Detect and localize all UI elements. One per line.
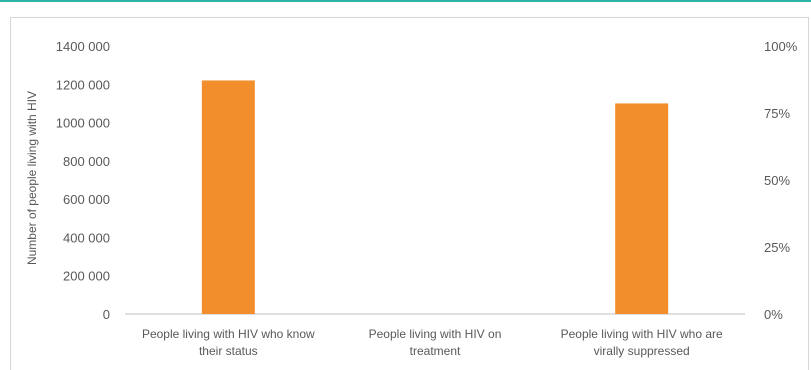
top-accent-rule (0, 0, 811, 2)
category-label-line: their status (199, 344, 258, 358)
bar (201, 80, 255, 314)
category-label: People living with HIV who are virally su… (561, 327, 723, 358)
y-tick-label: 600 000 (63, 192, 110, 207)
y2-tick-label: 50% (764, 173, 790, 188)
y-tick-label: 0 (103, 307, 110, 322)
y2-axis-ticks: 100% 75% 50% 25% 0% (764, 39, 798, 322)
y-tick-label: 1200 000 (56, 77, 110, 92)
category-label-line: People living with HIV who are (561, 327, 723, 341)
y-axis-ticks: 1400 000 1200 000 1000 000 800 000 600 000 40… (56, 39, 110, 322)
category-label-line: People living with HIV on (369, 327, 502, 341)
y-tick-label: 200 000 (63, 269, 110, 284)
y2-tick-label: 100% (764, 39, 798, 54)
y-tick-label: 400 000 (63, 230, 110, 245)
y2-tick-label: 0% (764, 307, 783, 322)
chart-panel (10, 17, 809, 370)
category-label-line: People living with HIV who know (142, 327, 315, 341)
y-tick-label: 1000 000 (56, 116, 110, 131)
y2-tick-label: 75% (764, 106, 790, 121)
category-label: People living with HIV on treatment (369, 327, 502, 358)
category-label: People living with HIV who know their sta… (142, 327, 315, 358)
y-tick-label: 800 000 (63, 154, 110, 169)
bars (201, 80, 669, 314)
y-axis-label: Number of people living with HIV (25, 91, 39, 265)
category-label-line: virally suppressed (594, 344, 690, 358)
y2-tick-label: 25% (764, 240, 790, 255)
y-tick-label: 1400 000 (56, 39, 110, 54)
category-labels: People living with HIV who know their sta… (142, 327, 723, 358)
category-label-line: treatment (410, 344, 461, 358)
bar (615, 103, 669, 314)
